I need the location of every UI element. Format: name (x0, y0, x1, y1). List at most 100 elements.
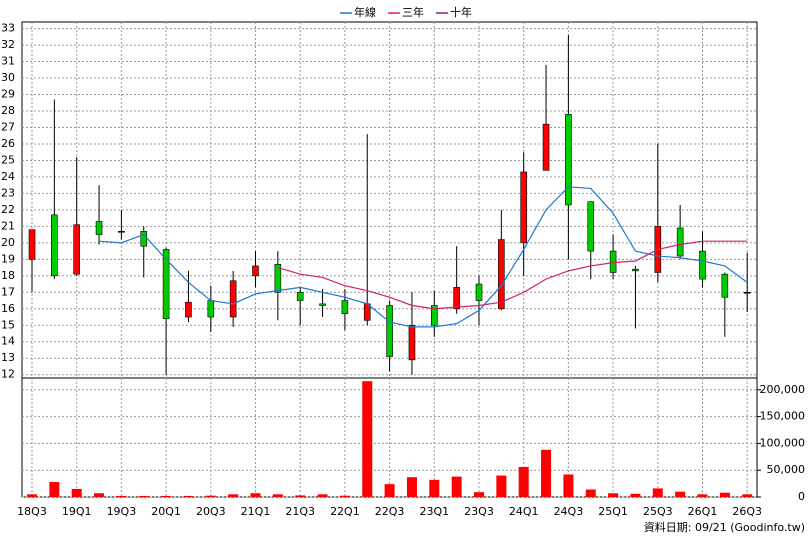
x-tick-label: 22Q1 (330, 505, 360, 518)
volume-bar (451, 476, 462, 497)
candle-body (386, 305, 393, 357)
y2-tick-label: 0 (798, 490, 805, 503)
volume-bar (675, 491, 686, 497)
y2-tick-label: 100,000 (760, 436, 806, 449)
y-tick-label: 21 (1, 219, 15, 232)
y-tick-label: 24 (1, 170, 15, 183)
volume-bar (228, 494, 239, 497)
volume-bar (474, 492, 484, 497)
y2-tick-label: 200,000 (760, 383, 806, 396)
y-tick-label: 28 (1, 104, 15, 117)
ma-line (99, 186, 748, 328)
candle-body (51, 214, 58, 277)
candle-body (319, 303, 326, 306)
volume-bar (518, 466, 529, 497)
volume-bar (272, 494, 283, 497)
candle-body (430, 305, 438, 326)
candle-body (207, 300, 215, 318)
volume-bar (71, 488, 82, 497)
candle-body (185, 301, 192, 318)
legend-label: 十年 (450, 5, 472, 19)
candle-body (565, 113, 572, 206)
volume-bar (205, 495, 216, 497)
volume-bar (138, 495, 149, 497)
legend-label: 三年 (402, 5, 424, 19)
x-tick-label: 20Q1 (151, 505, 181, 518)
y-tick-label: 33 (1, 22, 15, 35)
x-tick-label: 26Q1 (688, 505, 718, 518)
candle-body (475, 283, 483, 301)
y-tick-label: 29 (1, 88, 15, 101)
y-tick-label: 32 (1, 38, 15, 51)
volume-bar (161, 495, 172, 497)
x-tick-label: 25Q1 (598, 505, 628, 518)
volume-bar (429, 479, 440, 497)
volume-bar (384, 484, 395, 497)
volume-bar (742, 494, 753, 497)
candle-body (296, 291, 304, 301)
volume-bar (630, 493, 641, 497)
x-tick-label: 20Q3 (196, 505, 226, 518)
candle-body (28, 229, 36, 260)
candle-body (498, 239, 505, 310)
candle-body (453, 287, 460, 310)
volume-bar (27, 494, 37, 497)
y-tick-label: 30 (1, 71, 15, 84)
candle-body (252, 265, 259, 277)
volume-bar (496, 475, 507, 497)
candle-body (408, 324, 416, 361)
y-tick-label: 18 (1, 269, 15, 282)
volume-bar (183, 495, 194, 497)
volume-bar (49, 481, 60, 497)
volume-bar (541, 449, 552, 497)
candle-body (229, 280, 237, 318)
candle-body (162, 249, 170, 319)
x-tick-label: 21Q3 (285, 505, 315, 518)
x-tick-label: 18Q3 (17, 505, 47, 518)
volume-bar (317, 494, 328, 497)
y-tick-label: 16 (1, 302, 15, 315)
volume-bar (608, 493, 619, 497)
volume-bar (94, 493, 105, 497)
y2-tick-label: 50,000 (767, 463, 806, 476)
y-tick-label: 20 (1, 236, 15, 249)
volume-bar (116, 495, 127, 497)
y-tick-label: 17 (1, 285, 15, 298)
x-tick-label: 24Q1 (509, 505, 539, 518)
y-tick-label: 13 (1, 351, 15, 364)
y-tick-label: 12 (1, 368, 15, 381)
volume-bar (406, 477, 417, 497)
y-tick-label: 22 (1, 203, 15, 216)
candle-body (721, 273, 729, 298)
x-tick-label: 19Q3 (107, 505, 137, 518)
candle-body (274, 263, 282, 293)
candle-body (95, 221, 103, 235)
candle-body (73, 224, 80, 275)
candle-body (140, 231, 148, 247)
volume-bar (652, 488, 663, 497)
x-tick-label: 23Q3 (464, 505, 494, 518)
y-tick-label: 26 (1, 137, 15, 150)
candle-body (587, 201, 595, 252)
y-tick-label: 19 (1, 252, 15, 265)
candle-body (743, 291, 751, 294)
x-tick-label: 26Q3 (732, 505, 762, 518)
candle-body (542, 123, 550, 171)
volume-bar (339, 495, 350, 497)
candle-body (609, 250, 617, 273)
x-tick-label: 22Q3 (375, 505, 405, 518)
volume-bar (585, 489, 596, 497)
candle-body (632, 268, 639, 272)
candle-body (520, 171, 528, 244)
volume-bar (697, 494, 708, 497)
y-tick-label: 14 (1, 335, 15, 348)
x-tick-label: 25Q3 (643, 505, 673, 518)
volume-bar (362, 381, 373, 497)
x-tick-label: 23Q1 (419, 505, 449, 518)
candle-body (676, 227, 684, 257)
volume-bar (719, 492, 730, 497)
x-tick-label: 19Q1 (62, 505, 92, 518)
candle-body (118, 231, 125, 233)
